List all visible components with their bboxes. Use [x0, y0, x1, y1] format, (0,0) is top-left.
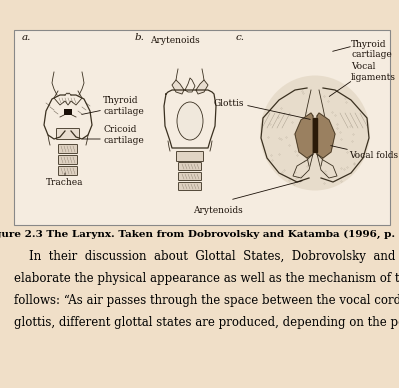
Text: b.: b.: [135, 33, 145, 42]
Text: Arytenoids: Arytenoids: [150, 36, 200, 45]
Text: Vocal folds: Vocal folds: [349, 151, 398, 161]
FancyBboxPatch shape: [178, 173, 201, 180]
FancyBboxPatch shape: [59, 144, 77, 154]
FancyBboxPatch shape: [57, 128, 79, 140]
Polygon shape: [196, 80, 208, 94]
Bar: [14, 30, 390, 225]
FancyBboxPatch shape: [176, 151, 203, 161]
Text: Thyroid
cartilage: Thyroid cartilage: [103, 96, 144, 116]
FancyBboxPatch shape: [59, 156, 77, 165]
Text: Thyroid
cartilage: Thyroid cartilage: [351, 40, 392, 59]
Ellipse shape: [260, 76, 370, 191]
Ellipse shape: [177, 102, 203, 140]
FancyBboxPatch shape: [178, 163, 201, 170]
Text: Figure 2.3 The Larynx. Taken from Dobrovolsky and Katamba (1996, p. 20).: Figure 2.3 The Larynx. Taken from Dobrov…: [0, 230, 399, 239]
FancyBboxPatch shape: [178, 182, 201, 191]
Text: a.: a.: [22, 33, 32, 42]
Text: Trachea: Trachea: [46, 178, 84, 187]
Text: elaborate the physical appearance as well as the mechanism of the vocal cords a: elaborate the physical appearance as wel…: [14, 272, 399, 285]
Text: Vocal
ligaments: Vocal ligaments: [351, 62, 396, 82]
Text: Glottis: Glottis: [213, 99, 244, 107]
Polygon shape: [317, 113, 335, 158]
FancyBboxPatch shape: [59, 166, 77, 175]
Text: c.: c.: [236, 33, 245, 42]
Bar: [64, 109, 72, 115]
Text: glottis, different glottal states are produced, depending on the positioning of : glottis, different glottal states are pr…: [14, 316, 399, 329]
Text: In  their  discussion  about  Glottal  States,  Dobrovolsky  and  Katamba  (1996: In their discussion about Glottal States…: [14, 250, 399, 263]
Text: Arytenoids: Arytenoids: [193, 206, 243, 215]
Polygon shape: [313, 118, 317, 152]
Text: Cricoid
cartilage: Cricoid cartilage: [103, 125, 144, 145]
Polygon shape: [295, 113, 313, 158]
Polygon shape: [172, 80, 184, 94]
Text: follows: “As air passes through the space between the vocal cords, called th: follows: “As air passes through the spac…: [14, 294, 399, 307]
